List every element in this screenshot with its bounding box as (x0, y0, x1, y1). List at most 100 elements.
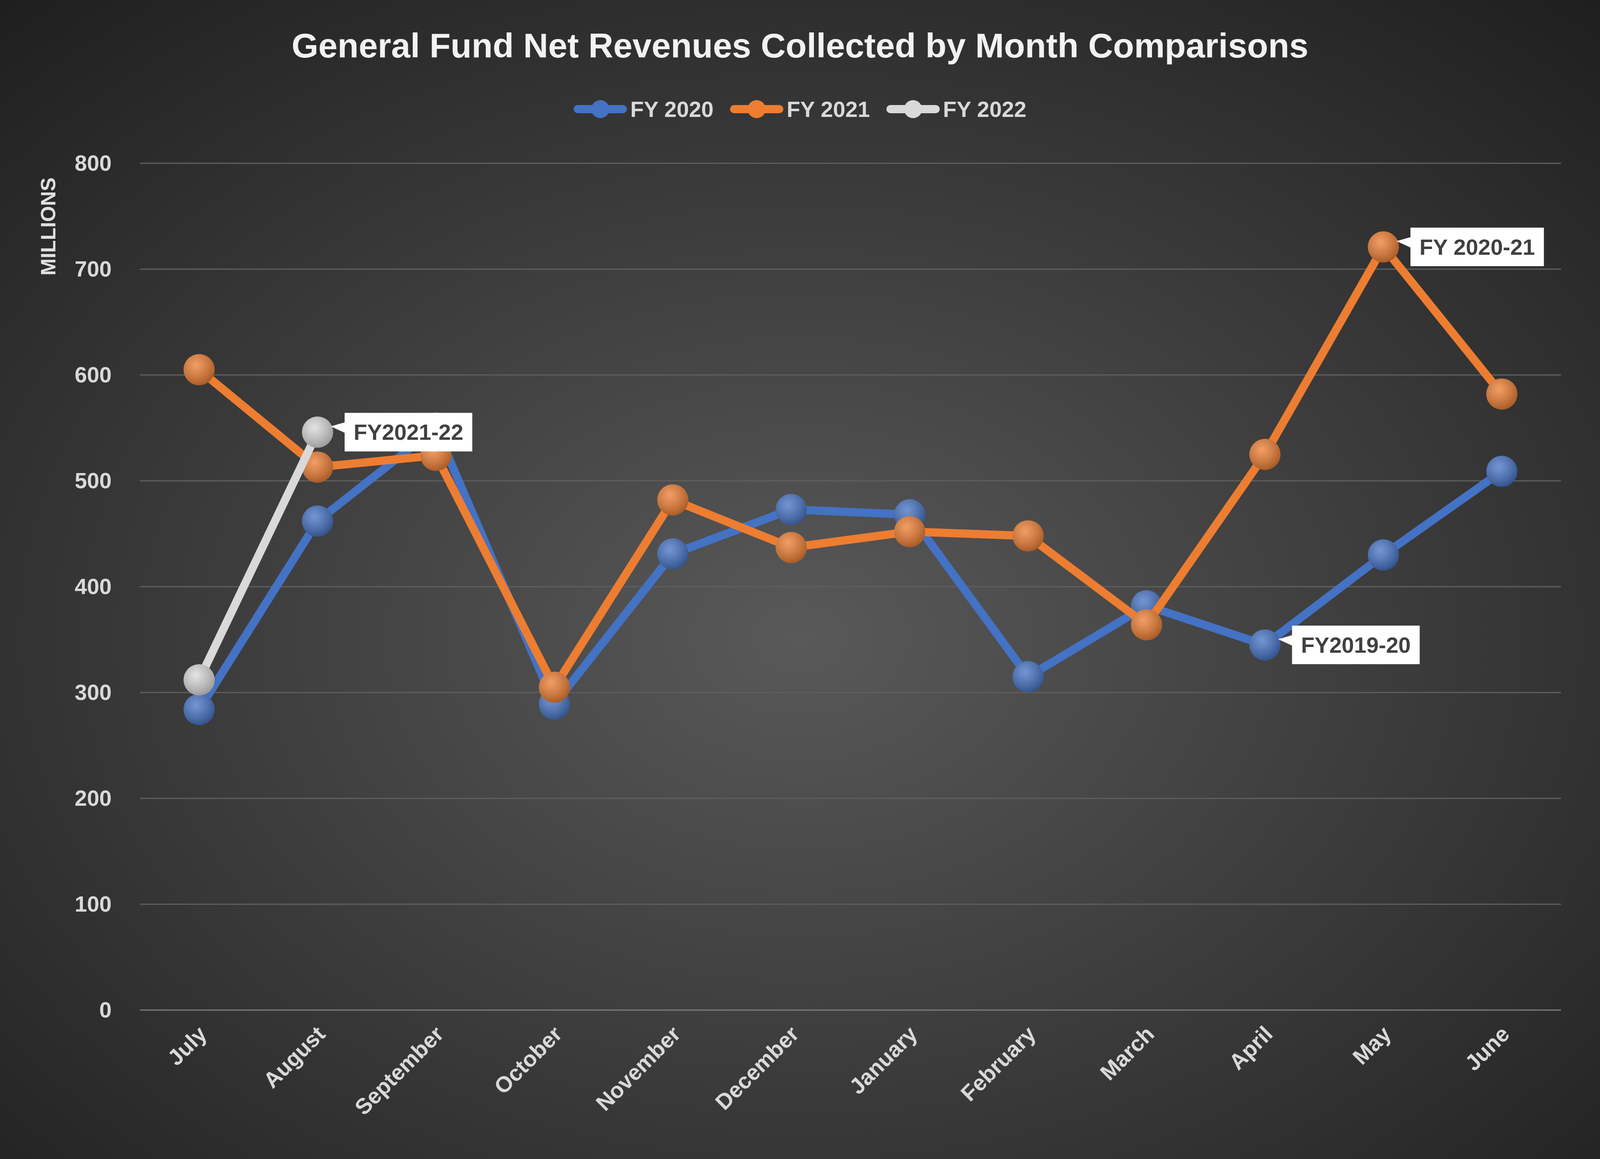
x-tick-label: February (955, 1021, 1041, 1106)
marker-group (301, 416, 334, 448)
annotation-text: FY2019-20 (1300, 632, 1411, 658)
series-line (198, 246, 1502, 688)
marker-group (1249, 438, 1281, 471)
x-tick-label: November (591, 1021, 686, 1116)
y-tick-label: 800 (74, 150, 112, 176)
annotation-text: FY2021-22 (353, 419, 464, 445)
marker-shade (1486, 378, 1518, 410)
annotation-text: FY 2020-21 (1419, 234, 1535, 260)
y-tick-label: 700 (74, 256, 112, 282)
x-tick-label: January (844, 1021, 922, 1099)
series (183, 231, 1518, 703)
marker-group (1012, 660, 1044, 693)
annotations: FY2021-22 FY 2020-21 FY2019-20 (330, 227, 1544, 665)
grid-line (139, 162, 1562, 165)
legend-item: FY 2020 (577, 96, 714, 122)
series-line (198, 432, 318, 680)
marker (775, 532, 807, 564)
annotation-box (1291, 625, 1420, 665)
marker-group (1131, 609, 1163, 641)
marker (183, 693, 215, 725)
marker-group (657, 538, 689, 570)
legend-item: FY 2021 (733, 96, 870, 122)
marker (1367, 539, 1399, 571)
x-tick-label: August (258, 1021, 330, 1093)
series (183, 416, 334, 696)
marker-group (183, 664, 215, 696)
marker (1486, 455, 1518, 487)
legend-label: FY 2022 (943, 96, 1027, 122)
marker-shade (1012, 660, 1044, 693)
marker-shade (301, 416, 334, 448)
marker-shade (1367, 231, 1399, 263)
x-tick-label: April (1224, 1021, 1278, 1075)
legend-label: FY 2020 (630, 96, 714, 122)
y-tick-label: 100 (74, 891, 112, 917)
marker (301, 505, 334, 537)
grid (139, 163, 1562, 1011)
y-tick-label: 400 (74, 573, 112, 599)
marker-shade (1131, 609, 1163, 641)
legend: FY 2020 FY 2021 FY 2022 (577, 96, 1027, 122)
y-tick-label: 500 (74, 468, 112, 493)
grid-line (139, 903, 1562, 906)
x-tick-label: October (489, 1021, 567, 1099)
chart-container: General Fund Net Revenues Collected by M… (0, 0, 1600, 1159)
annotation-box (1410, 227, 1544, 267)
marker-shade (893, 516, 926, 548)
marker-shade (183, 693, 215, 725)
marker-group (538, 671, 570, 703)
marker-group (1486, 455, 1518, 487)
marker-shade (657, 484, 689, 516)
annotation-box (344, 412, 473, 452)
grid-line (139, 797, 1562, 800)
y-tick-label: 600 (74, 362, 112, 387)
marker-shade (538, 671, 570, 703)
marker-shade (183, 354, 215, 386)
x-tick-label: July (162, 1021, 212, 1070)
marker-group (1249, 629, 1281, 661)
x-tick-label: September (349, 1021, 449, 1120)
marker (1367, 231, 1399, 263)
marker-shade (775, 532, 807, 564)
series-line (198, 427, 1502, 710)
marker-shade (1249, 438, 1281, 471)
marker (657, 538, 689, 570)
marker (301, 416, 334, 448)
grid-line (139, 1009, 1562, 1011)
x-tick-label: May (1347, 1021, 1396, 1070)
x-tick-label: March (1095, 1021, 1159, 1085)
marker (183, 354, 215, 386)
grid-line (139, 268, 1562, 270)
grid-line (139, 480, 1562, 482)
annotation: FY 2020-21 (1396, 227, 1544, 267)
annotation: FY2019-20 (1277, 625, 1420, 665)
marker (1249, 629, 1281, 661)
y-tick-label: 200 (74, 785, 112, 811)
marker (1131, 609, 1163, 641)
marker-group (1367, 539, 1399, 571)
grid-line (139, 374, 1562, 376)
marker-shade (183, 664, 215, 696)
marker-shade (301, 505, 334, 537)
x-tick-label: December (710, 1021, 804, 1115)
marker-shade (1486, 455, 1518, 487)
annotation-pointer (1277, 635, 1293, 646)
marker (775, 493, 807, 526)
background (0, 0, 1600, 1159)
legend-label: FY 2021 (786, 96, 870, 122)
x-tick-label: June (1460, 1021, 1515, 1076)
annotation: FY2021-22 (330, 412, 473, 452)
marker-group (893, 516, 926, 548)
marker-shade (775, 493, 807, 526)
marker (657, 484, 689, 516)
marker-group (183, 693, 215, 725)
marker-group (183, 354, 215, 386)
marker-shade (657, 538, 689, 570)
marker-group (1367, 231, 1399, 263)
annotation-pointer (1396, 237, 1411, 248)
marker (538, 671, 570, 703)
annotation-pointer (330, 422, 346, 433)
marker-group (301, 505, 334, 537)
y-axis-label: MILLIONS (36, 177, 60, 276)
